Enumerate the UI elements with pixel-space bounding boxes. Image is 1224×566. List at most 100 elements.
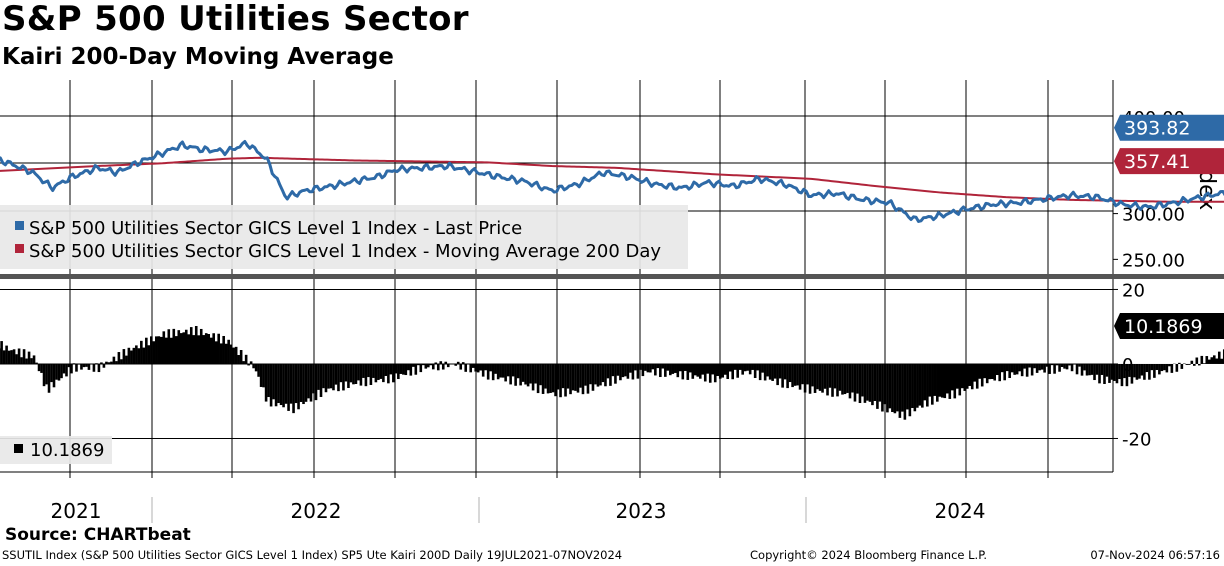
kairi-bar (846, 363, 849, 393)
kairi-bar (222, 335, 225, 364)
kairi-bar (783, 363, 787, 380)
kairi-bar (836, 363, 839, 397)
kairi-bar (125, 355, 128, 364)
kairi-bar (232, 347, 235, 364)
kairi-bar (165, 337, 168, 364)
kairi-bar (1123, 363, 1126, 379)
kairi-bar (407, 363, 410, 371)
kairi-bar (1015, 363, 1019, 375)
kairi-bar (22, 349, 26, 364)
kairi-bar (27, 351, 31, 364)
kairi-bar (75, 363, 78, 372)
kairi-bar (933, 363, 937, 396)
kairi-bar (1148, 363, 1151, 380)
kairi-bar (244, 354, 248, 364)
kairi-bar (344, 363, 348, 382)
kairi-bar (549, 363, 552, 393)
kairi-bar (594, 363, 597, 385)
footer-copyright: Copyright© 2024 Bloomberg Finance L.P. (750, 548, 987, 562)
kairi-bar (559, 363, 562, 398)
kairi-bar (950, 363, 954, 391)
kairi-bar (441, 363, 445, 370)
kairi-bar (1070, 363, 1074, 372)
kairi-bar (878, 363, 882, 402)
kairi-bar (604, 363, 607, 387)
chart-subtitle: Kairi 200-Day Moving Average (2, 44, 394, 70)
kairi-bar (55, 363, 58, 380)
kairi-bar (324, 363, 328, 393)
kairi-bar (1053, 363, 1056, 374)
kairi-bar (659, 363, 662, 378)
legend-box (0, 205, 688, 269)
kairi-bar (1203, 363, 1206, 364)
kairi-bar (1050, 363, 1054, 366)
kairi-bar (299, 363, 303, 402)
kairi-bar (853, 363, 857, 402)
kairi-bar (1088, 363, 1091, 376)
kairi-bar (496, 363, 500, 380)
kairi-bar (469, 363, 473, 373)
kairi-bar (115, 361, 118, 364)
kairi-bar (1217, 351, 1221, 364)
kairi-bar (42, 363, 46, 387)
kairi-bar (1013, 363, 1016, 375)
moving-average-line (0, 156, 1224, 203)
kairi-bar (404, 363, 408, 376)
kairi-bar (601, 363, 605, 383)
kairi-bar (167, 329, 171, 364)
legend-label-last-price: S&P 500 Utilities Sector GICS Level 1 In… (29, 218, 522, 239)
kairi-bar (928, 363, 932, 397)
kairi-bar (359, 363, 363, 386)
kairi-bar (639, 363, 642, 370)
kairi-bar (1093, 363, 1096, 381)
last-price-badge: 393.82 (1124, 118, 1190, 140)
kairi-bar (494, 363, 497, 374)
kairi-bar (975, 363, 979, 389)
kairi-bar (664, 363, 667, 377)
kairi-bar (150, 336, 153, 364)
kairi-bar (72, 363, 76, 364)
moving-average-badge-bg (1114, 148, 1224, 175)
kairi-bar (277, 363, 280, 404)
kairi-bar (47, 363, 51, 393)
kairi-bar (509, 363, 512, 385)
kairi-bar (1038, 363, 1041, 371)
moving-average-badge: 357.41 (1124, 151, 1190, 173)
legend-swatch-last-price (15, 221, 24, 230)
kairi-bar (943, 363, 947, 399)
kairi-bar (1128, 363, 1131, 377)
kairi-bar (269, 363, 273, 407)
kairi-bar (479, 363, 482, 371)
kairi-bar (666, 363, 670, 371)
kairi-bar (948, 363, 952, 399)
kairi-bar (931, 363, 934, 405)
kairi-bar (646, 363, 650, 373)
kairi-bar (217, 333, 220, 364)
kairi-bar (274, 363, 278, 407)
kairi-bar (35, 362, 38, 364)
kairi-bar (145, 337, 148, 364)
kairi-bar (1035, 363, 1039, 373)
kairi-bar (249, 361, 253, 364)
kairi-bar (1098, 363, 1101, 384)
kairi-bar (988, 363, 992, 380)
kairi-bar (661, 363, 665, 369)
kairi-bar (629, 363, 632, 373)
kairi-bar (798, 363, 802, 390)
kairi-bar (102, 363, 106, 368)
kairi-bar (329, 363, 333, 389)
kairi-bar (868, 363, 872, 402)
kairi-bar (152, 341, 156, 364)
kairi-bar (367, 363, 370, 378)
kairi-bar (182, 332, 186, 364)
kairi-bar (861, 363, 864, 397)
kairi-bar (5, 345, 8, 364)
kairi-bar (546, 363, 550, 394)
kairi-bar (990, 363, 994, 380)
kairi-bar (1000, 363, 1004, 373)
kairi-bar (1028, 363, 1031, 368)
kairi-bar (1080, 363, 1084, 376)
kairi-bar (856, 363, 859, 394)
kairi-bar (70, 363, 73, 374)
kairi-bar (474, 363, 477, 372)
